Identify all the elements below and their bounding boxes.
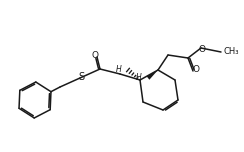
Text: S: S: [78, 72, 84, 82]
Text: O: O: [193, 66, 200, 74]
Text: O: O: [199, 45, 205, 54]
Text: O: O: [92, 50, 99, 59]
Text: H: H: [136, 73, 142, 81]
Text: H: H: [116, 64, 122, 74]
Text: CH₃: CH₃: [224, 47, 240, 55]
Polygon shape: [147, 70, 158, 80]
